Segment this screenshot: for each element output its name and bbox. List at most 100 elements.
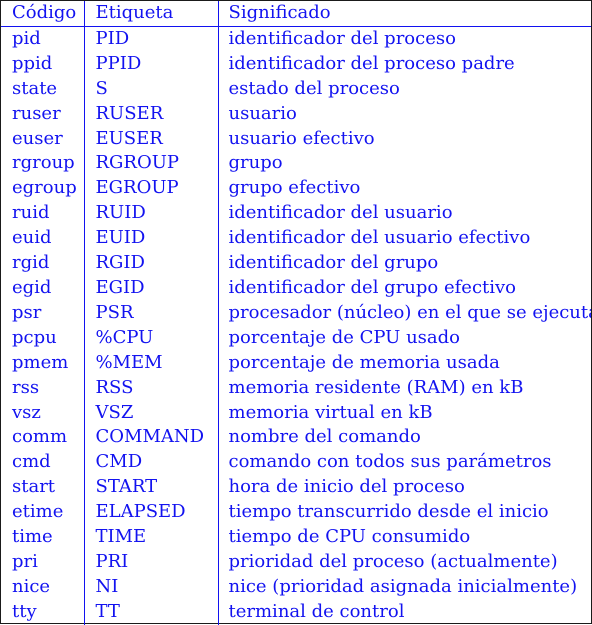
cell-codigo: ruid — [1, 201, 85, 227]
cell-codigo: psr — [1, 300, 85, 326]
cell-significado: identificador del usuario — [228, 202, 453, 224]
cell-etiqueta: PID — [84, 26, 219, 52]
cell-etiqueta: PSR — [84, 300, 219, 326]
cell-etiqueta: ELAPSED — [84, 500, 219, 526]
cell-significado: prioridad del proceso (actualmente) — [228, 550, 558, 572]
table-row: egroup EGROUP grupo efectivo — [1, 176, 591, 202]
cell-etiqueta: CMD — [84, 450, 219, 476]
cell-codigo: rgid — [1, 251, 85, 276]
cell-etiqueta: RUSER — [84, 101, 219, 127]
cell-codigo: pri — [1, 549, 85, 575]
cell-significado: estado del proceso — [228, 77, 400, 99]
cell-significado: identificador del proceso padre — [228, 52, 515, 74]
table-row: pmem %MEM porcentaje de memoria usada — [1, 350, 591, 376]
cell-etiqueta: PRI — [84, 549, 219, 575]
table-row: pcpu %CPU porcentaje de CPU usado — [1, 325, 591, 351]
table-body: pid PID identificador del proceso ppid PPID i… — [1, 26, 592, 625]
cell-significado: procesador (núcleo) en el que se ejecuta — [228, 301, 592, 323]
table-row: vsz VSZ memoria virtual en kB — [1, 400, 591, 426]
table-row: tty TT terminal de control — [1, 599, 591, 625]
table-row: rgid RGID identificador del grupo — [1, 251, 591, 276]
cell-significado: identificador del grupo efectivo — [228, 276, 517, 298]
cell-codigo: euid — [1, 226, 85, 252]
cell-codigo: pcpu — [1, 325, 85, 351]
table-row: start START hora de inicio del proceso — [1, 475, 591, 501]
table-row: pri PRI prioridad del proceso (actualmente… — [1, 549, 591, 575]
table-row: cmd CMD comando con todos sus parámetros — [1, 450, 591, 476]
table-row: psr PSR procesador (núcleo) en el que se e… — [1, 300, 592, 326]
cell-etiqueta: VSZ — [84, 400, 219, 426]
table-row: euser EUSER usuario efectivo — [1, 126, 591, 152]
header-codigo: Código — [1, 1, 85, 27]
cell-codigo: nice — [1, 574, 85, 600]
cell-etiqueta: EGROUP — [84, 176, 219, 202]
cell-significado: porcentaje de CPU usado — [228, 326, 461, 348]
table-row: pid PID identificador del proceso — [1, 26, 591, 52]
cell-etiqueta: %CPU — [84, 325, 219, 351]
cell-codigo: vsz — [1, 400, 85, 426]
cell-codigo: state — [1, 76, 85, 102]
cell-codigo: pid — [1, 26, 85, 52]
header-significado: Significado — [228, 2, 331, 23]
cell-codigo: ruser — [1, 101, 85, 127]
table-row: euid EUID identificador del usuario efecti… — [1, 226, 591, 252]
cell-significado: identificador del usuario efectivo — [228, 227, 531, 249]
cell-etiqueta: %MEM — [84, 350, 219, 376]
cell-significado: memoria virtual en kB — [228, 401, 433, 423]
cell-codigo: comm — [1, 425, 85, 451]
table-row: etime ELAPSED tiempo transcurrido desde el… — [1, 500, 591, 526]
table-row: rgroup RGROUP grupo — [1, 151, 591, 177]
cell-codigo: start — [1, 475, 85, 501]
cell-codigo: tty — [1, 599, 85, 625]
cell-etiqueta: NI — [84, 574, 219, 600]
cell-etiqueta: S — [84, 76, 219, 102]
cell-codigo: rss — [1, 375, 85, 401]
cell-etiqueta: COMMAND — [84, 425, 219, 451]
cell-codigo: euser — [1, 126, 85, 152]
cell-etiqueta: START — [84, 475, 219, 501]
cell-codigo: cmd — [1, 450, 85, 476]
cell-etiqueta: EUID — [84, 226, 219, 252]
table-row: rss RSS memoria residente (RAM) en kB — [1, 375, 591, 401]
cell-codigo: rgroup — [1, 151, 85, 177]
cell-etiqueta: RGID — [84, 251, 219, 276]
table-row: comm COMMAND nombre del comando — [1, 425, 591, 451]
cell-significado: identificador del grupo — [228, 252, 439, 274]
cell-significado: nombre del comando — [228, 426, 421, 448]
cell-etiqueta: RUID — [84, 201, 219, 227]
table-row: ppid PPID identificador del proceso padre — [1, 51, 591, 77]
cell-significado: porcentaje de memoria usada — [228, 351, 500, 373]
cell-significado: memoria residente (RAM) en kB — [228, 376, 524, 398]
cell-etiqueta: TIME — [84, 525, 219, 550]
cell-codigo: etime — [1, 500, 85, 526]
table-row: ruser RUSER usuario — [1, 101, 591, 127]
cell-codigo: time — [1, 525, 85, 550]
cell-significado: tiempo transcurrido desde el inicio — [228, 501, 549, 523]
cell-etiqueta: EUSER — [84, 126, 219, 152]
cell-significado: grupo efectivo — [228, 177, 361, 199]
header-etiqueta: Etiqueta — [84, 1, 219, 27]
cell-significado: usuario efectivo — [228, 127, 375, 149]
cell-significado: usuario — [228, 102, 297, 124]
cell-significado: hora de inicio del proceso — [228, 476, 465, 498]
table-row: time TIME tiempo de CPU consumido — [1, 525, 591, 550]
table-header-row: Código Etiqueta Significado — [1, 1, 591, 27]
cell-codigo: egroup — [1, 176, 85, 202]
cell-etiqueta: TT — [84, 599, 219, 625]
cell-etiqueta: RSS — [84, 375, 219, 401]
table-row: egid EGID identificador del grupo efectivo — [1, 275, 591, 301]
cell-codigo: egid — [1, 275, 85, 301]
cell-etiqueta: RGROUP — [84, 151, 219, 177]
cell-etiqueta: EGID — [84, 275, 219, 301]
table-row: nice NI nice (prioridad asignada inicialme… — [1, 574, 591, 600]
cell-codigo: ppid — [1, 51, 85, 77]
cell-significado: grupo — [228, 152, 283, 174]
cell-significado: terminal de control — [228, 600, 405, 622]
cell-codigo: pmem — [1, 350, 85, 376]
cell-significado: comando con todos sus parámetros — [228, 451, 552, 473]
cell-significado: tiempo de CPU consumido — [228, 526, 471, 548]
cell-etiqueta: PPID — [84, 51, 219, 77]
